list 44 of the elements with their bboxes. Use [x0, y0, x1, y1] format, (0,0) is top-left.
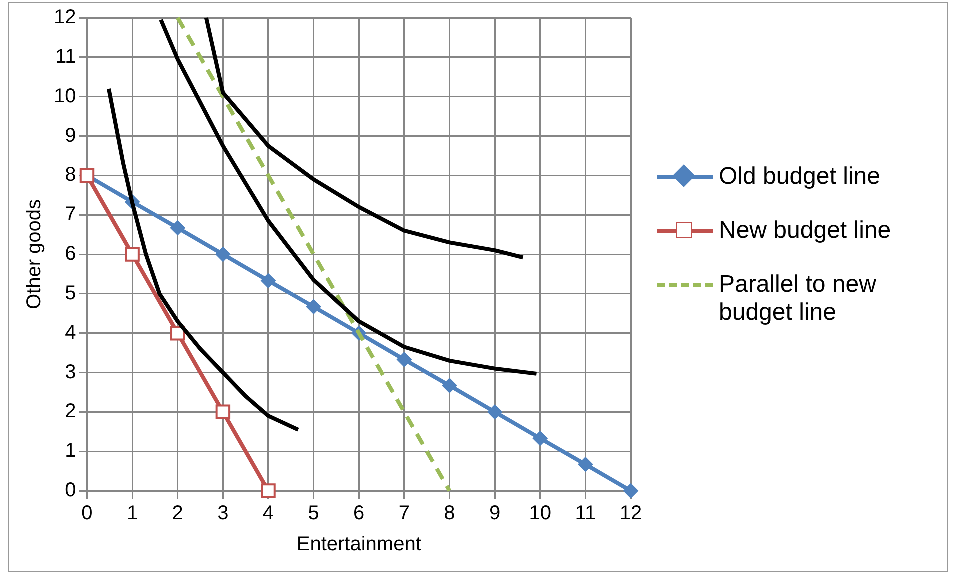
legend-label: Old budget line [719, 163, 880, 191]
x-tick-label: 5 [308, 502, 320, 525]
y-axis-title: Other goods [24, 199, 46, 310]
x-tick-label: 12 [620, 502, 642, 525]
x-tick-label: 3 [218, 502, 229, 525]
x-axis-title: Entertainment [296, 534, 422, 556]
y-tick-label: 3 [65, 361, 76, 384]
point [442, 378, 458, 394]
x-tick-label: 4 [262, 502, 274, 525]
x-tick-label: 7 [398, 502, 410, 525]
point [125, 247, 140, 262]
y-tick-label: 1 [65, 440, 76, 462]
point [216, 247, 231, 262]
point [170, 220, 186, 236]
point [261, 273, 276, 288]
point [578, 457, 594, 472]
y-tick-label: 0 [65, 480, 76, 502]
x-tick-label: 1 [126, 502, 138, 525]
legend-label: New budget line [719, 217, 892, 245]
point [488, 404, 503, 420]
x-tick-label: 0 [82, 502, 93, 525]
y-tick-label: 10 [54, 85, 76, 108]
x-tick-label: 6 [354, 502, 365, 525]
y-tick-label: 9 [65, 124, 76, 147]
y-tick-label: 7 [65, 204, 76, 226]
point [261, 484, 276, 498]
y-tick-label: 5 [65, 282, 76, 304]
y-tick-label: 4 [65, 322, 76, 344]
point [532, 431, 548, 446]
y-tick-label: 6 [65, 243, 76, 266]
legend-label: Parallel to new budget line [719, 271, 878, 327]
y-tick-label: 11 [55, 46, 76, 68]
point [624, 484, 638, 498]
x-tick-label: 2 [172, 502, 184, 525]
y-tick-label: 12 [54, 6, 76, 29]
point [396, 352, 412, 368]
point [306, 299, 322, 314]
x-tick-label: 11 [575, 502, 596, 525]
x-tick-label: 10 [529, 502, 552, 525]
x-tick-label: 8 [444, 502, 456, 525]
x-tick-label: 9 [490, 502, 501, 525]
point [216, 404, 231, 420]
y-tick-label: 8 [65, 164, 76, 186]
y-tick-label: 2 [65, 400, 76, 423]
